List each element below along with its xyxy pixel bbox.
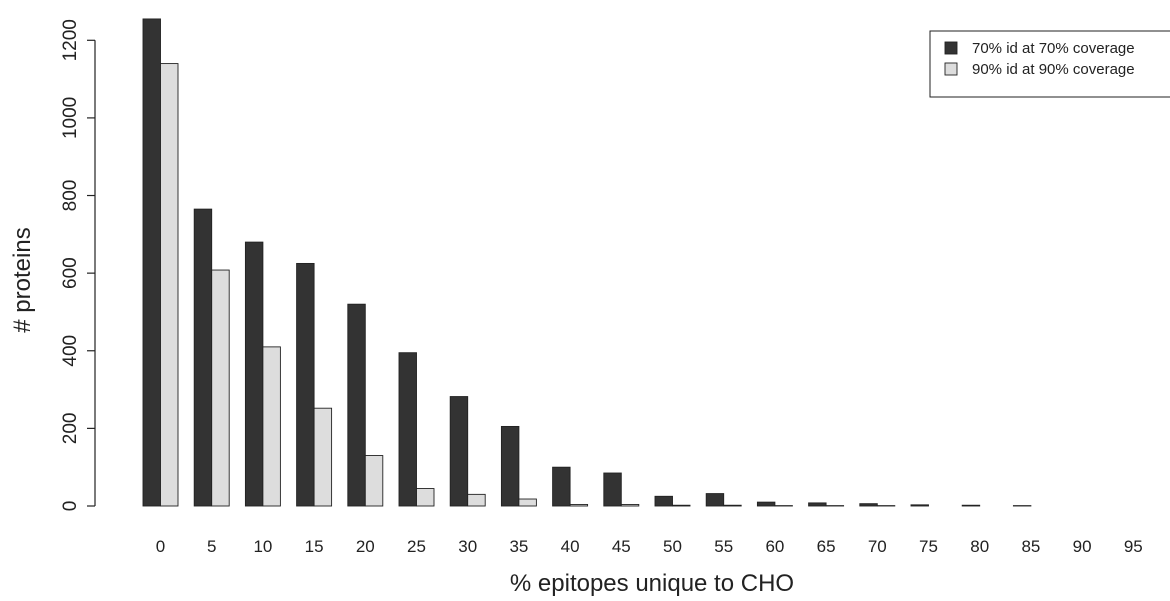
bar-series2-50 [672,504,691,507]
y-tick-label: 1200 [60,19,81,61]
x-tick-label: 0 [156,537,165,556]
bar-series1-50 [654,495,673,507]
x-tick-label: 55 [714,537,733,556]
legend: 70% id at 70% coverage 90% id at 90% cove… [929,30,1170,98]
bar-series2-20 [364,455,384,507]
bar-series1-20 [347,303,366,507]
x-tick-label: 15 [305,537,324,556]
x-tick-label: 80 [970,537,989,556]
bar-series2-35 [518,498,537,507]
x-axis-label: % epitopes unique to CHO [510,570,794,597]
y-tick-label: 400 [60,335,81,367]
y-tick-label: 800 [60,180,81,212]
bar-series2-30 [467,493,486,507]
bar-series1-5 [193,208,213,507]
x-tick-label: 40 [561,537,580,556]
legend-swatch [944,62,958,76]
bar-series2-15 [313,407,333,507]
x-axis-tick-labels: 0 5 10 15 20 25 30 35 40 45 50 55 60 65 70 75 80 85 90 95 [156,537,1143,556]
x-tick-label: 20 [356,537,375,556]
bar-series1-55 [705,493,725,507]
bar-series2-5 [211,269,230,507]
x-tick-label: 75 [919,537,938,556]
x-tick-label: 45 [612,537,631,556]
y-tick-label: 600 [60,257,81,289]
bar-series2-45 [620,503,640,507]
bar-series1-35 [500,425,520,507]
bar-series1-15 [296,262,315,507]
bar-series1-65 [808,502,827,507]
x-tick-label: 60 [765,537,784,556]
y-tick-label: 0 [60,501,81,512]
x-tick-label: 90 [1073,537,1092,556]
bar-series1-10 [244,241,264,507]
legend-swatch [944,41,958,55]
y-axis-label: # proteins [9,227,36,332]
x-tick-label: 30 [458,537,477,556]
bar-series1-45 [603,472,622,507]
x-tick-label: 5 [207,537,216,556]
legend-entry-label: 90% id at 90% coverage [972,61,1135,78]
bar-series1-25 [398,352,417,507]
bar-series1-30 [449,396,469,507]
x-tick-label: 50 [663,537,682,556]
x-tick-label: 25 [407,537,426,556]
bar-series2-55 [723,504,742,507]
bar-series2-0 [160,63,179,507]
bar-series1-80 [961,504,981,507]
y-axis: 0 200 400 600 800 1000 1200 [60,19,96,512]
x-tick-label: 85 [1021,537,1040,556]
bar-series2-10 [262,346,281,507]
bar-series2-40 [569,503,589,507]
x-tick-label: 65 [817,537,836,556]
bar-series1-70 [859,503,878,507]
bar-series1-75 [910,504,929,507]
x-tick-label: 10 [253,537,272,556]
bar-series1-0 [142,18,161,507]
x-tick-label: 35 [509,537,528,556]
y-tick-label: 200 [60,413,81,445]
bar-series1-40 [552,466,571,507]
y-tick-label: 1000 [60,97,81,139]
legend-entry-label: 70% id at 70% coverage [972,40,1135,57]
x-tick-label: 70 [868,537,887,556]
bars [142,18,1032,507]
bar-series1-60 [756,501,776,507]
bar-series2-25 [416,488,435,507]
legend-box [929,30,1170,98]
x-tick-label: 95 [1124,537,1143,556]
